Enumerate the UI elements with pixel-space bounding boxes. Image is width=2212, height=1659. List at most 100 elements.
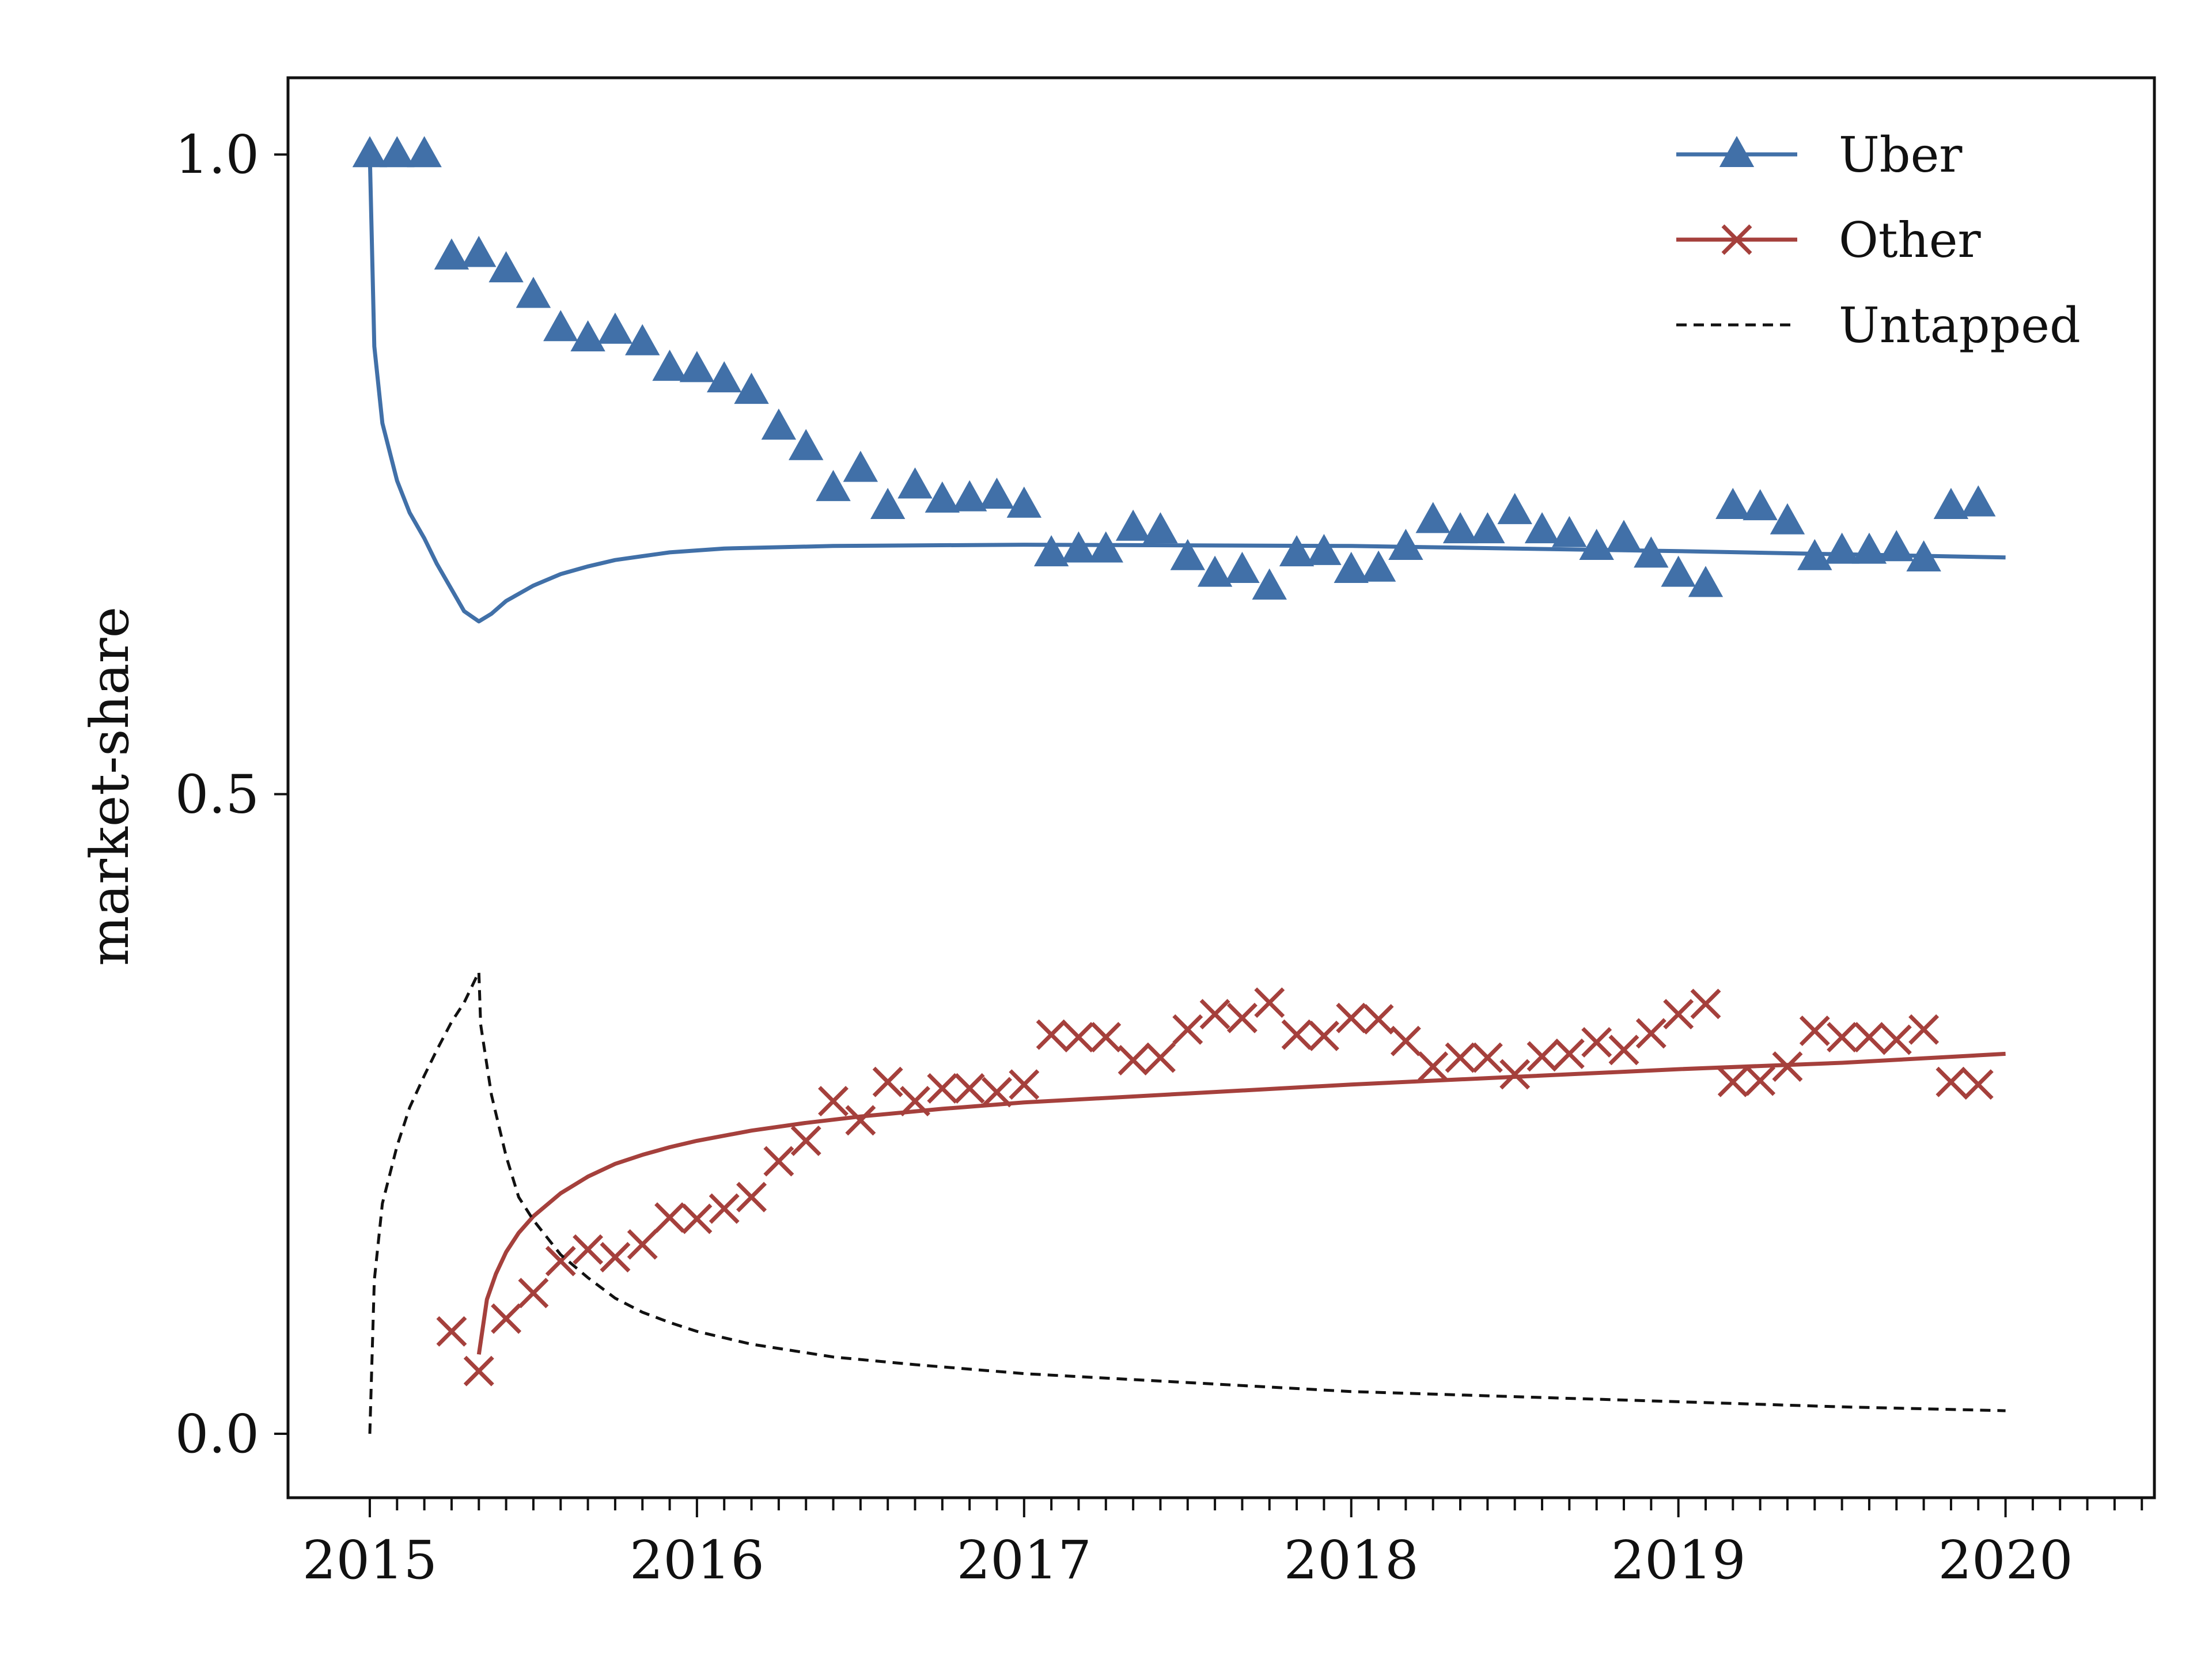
other-data-point xyxy=(627,1229,658,1260)
uber-data-point xyxy=(652,350,687,381)
other-data-point xyxy=(573,1234,604,1265)
uber-data-point xyxy=(1634,536,1669,568)
other-data-point xyxy=(1936,1066,1967,1097)
legend-label-uber: Uber xyxy=(1839,127,1963,183)
other-data-point xyxy=(1472,1042,1503,1073)
other-data-point xyxy=(1581,1027,1612,1058)
uber-data-point xyxy=(1361,550,1396,582)
other-data-point xyxy=(1527,1041,1558,1072)
uber-data-point xyxy=(1851,532,1887,564)
uber-data-point xyxy=(897,467,933,499)
other-data-point xyxy=(1418,1051,1449,1082)
uber-data-point xyxy=(1906,540,1941,571)
uber-data-point xyxy=(1715,487,1751,519)
other-data-point xyxy=(1363,1003,1394,1035)
other-data-point xyxy=(463,1355,494,1387)
uber-data-point xyxy=(1524,512,1560,544)
y-tick-label: 0.0 xyxy=(175,1403,259,1465)
uber-data-point xyxy=(952,480,987,512)
uber-data-point xyxy=(1388,528,1423,560)
other-data-point xyxy=(1827,1022,1858,1053)
other-data-point xyxy=(763,1146,794,1177)
other-data-point xyxy=(1172,1014,1203,1045)
uber-data-point xyxy=(1306,533,1342,565)
uber-data-point xyxy=(625,324,660,355)
uber-data-point xyxy=(1770,503,1805,535)
other-data-point xyxy=(1772,1051,1803,1082)
other-data-point xyxy=(1145,1042,1176,1073)
other-data-point xyxy=(1199,999,1230,1030)
uber-data-point xyxy=(789,429,824,460)
other-data-point xyxy=(818,1086,849,1117)
uber-data-point xyxy=(925,481,960,513)
other-data-point xyxy=(654,1202,685,1233)
y-tick-label: 0.5 xyxy=(175,764,259,825)
x-tick-label: 2016 xyxy=(630,1529,764,1591)
uber-data-point xyxy=(707,361,742,393)
uber-data-point xyxy=(1961,485,1996,517)
x-tick-label: 2020 xyxy=(1938,1529,2073,1591)
other-data-point xyxy=(1963,1069,1994,1100)
other-data-point xyxy=(1063,1022,1094,1053)
other-data-point xyxy=(1499,1059,1531,1090)
other-data-point xyxy=(600,1242,631,1272)
uber-data-point xyxy=(1061,531,1096,563)
x-tick-label: 2018 xyxy=(1284,1529,1419,1591)
other-data-point xyxy=(1690,988,1721,1020)
uber-data-point xyxy=(1334,551,1369,583)
legend-label-other: Other xyxy=(1839,212,1981,268)
other-data-point xyxy=(1118,1045,1149,1075)
uber-data-point xyxy=(1115,509,1151,541)
uber-data-point xyxy=(734,373,769,404)
uber-data-point xyxy=(1415,502,1450,533)
uber-data-point xyxy=(843,450,878,482)
other-data-point xyxy=(1336,1002,1367,1033)
other-data-point xyxy=(954,1073,985,1104)
other-data-point xyxy=(900,1086,930,1117)
uber-data-point xyxy=(816,469,851,501)
uber-data-point xyxy=(1879,530,1914,562)
other-data-point xyxy=(982,1077,1012,1108)
uber-data-point xyxy=(407,136,442,168)
y-axis-label: market-share xyxy=(79,607,141,966)
other-data-point xyxy=(1281,1019,1312,1050)
other-data-point xyxy=(790,1125,821,1156)
other-data-point xyxy=(1445,1042,1476,1073)
uber-data-point xyxy=(1143,512,1178,544)
y-tick-label: 1.0 xyxy=(175,124,259,185)
uber-data-point xyxy=(516,276,551,308)
other-data-point xyxy=(1881,1024,1912,1055)
legend-label-untapped: Untapped xyxy=(1839,297,2081,354)
uber-data-point xyxy=(870,487,906,519)
uber-data-point xyxy=(1743,489,1778,521)
uber-data-point xyxy=(1252,568,1287,600)
other-data-point xyxy=(436,1316,467,1347)
other-data-point xyxy=(1799,1015,1830,1046)
uber-data-point xyxy=(1088,531,1124,563)
uber-data-point xyxy=(488,251,524,283)
other-data-point xyxy=(709,1193,740,1224)
plot-area xyxy=(352,136,2006,1434)
series-uber xyxy=(352,136,2006,624)
uber-data-point xyxy=(1606,520,1642,551)
untapped-fit-line xyxy=(368,970,2006,1434)
legend-marker-other xyxy=(1721,224,1752,255)
uber-data-point xyxy=(1225,551,1260,583)
x-tick-label: 2019 xyxy=(1611,1529,1746,1591)
uber-data-point xyxy=(1442,512,1478,544)
other-data-point xyxy=(1090,1022,1122,1053)
other-data-point xyxy=(1226,1002,1257,1033)
uber-data-point xyxy=(380,136,415,168)
series-untapped xyxy=(368,970,2006,1434)
x-tick-label: 2015 xyxy=(302,1529,437,1591)
other-data-point xyxy=(681,1203,713,1234)
other-data-point xyxy=(545,1245,576,1277)
axis-ticks: 2015 2016 2017 2018 2019 2020 0.0 0.5 1.0 xyxy=(175,124,2143,1591)
uber-data-point xyxy=(461,236,497,267)
uber-data-point xyxy=(761,408,797,440)
uber-data-point xyxy=(1824,532,1859,564)
other-data-point xyxy=(872,1066,903,1097)
uber-data-point xyxy=(570,320,605,352)
